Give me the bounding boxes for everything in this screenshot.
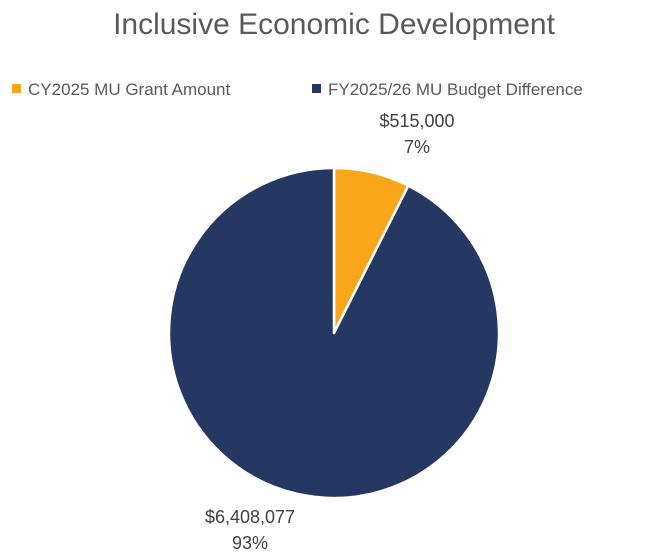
legend-swatch-grant (12, 84, 21, 93)
legend-label-grant: CY2025 MU Grant Amount (28, 80, 230, 99)
data-labels: $515,000 7% $6,408,077 93% (205, 111, 455, 553)
legend: CY2025 MU Grant Amount FY2025/26 MU Budg… (12, 80, 583, 99)
data-label-budget-difference-value: $6,408,077 (205, 507, 295, 527)
data-label-grant-percent: 7% (404, 137, 430, 157)
pie-slice-budget-difference (167, 166, 501, 500)
legend-swatch-budget-difference (312, 84, 321, 93)
data-label-budget-difference-percent: 93% (232, 533, 268, 553)
chart-title: Inclusive Economic Development (113, 8, 556, 41)
data-label-grant-value: $515,000 (379, 111, 454, 131)
legend-label-budget-difference: FY2025/26 MU Budget Difference (328, 80, 583, 99)
pie-slices (167, 166, 501, 500)
